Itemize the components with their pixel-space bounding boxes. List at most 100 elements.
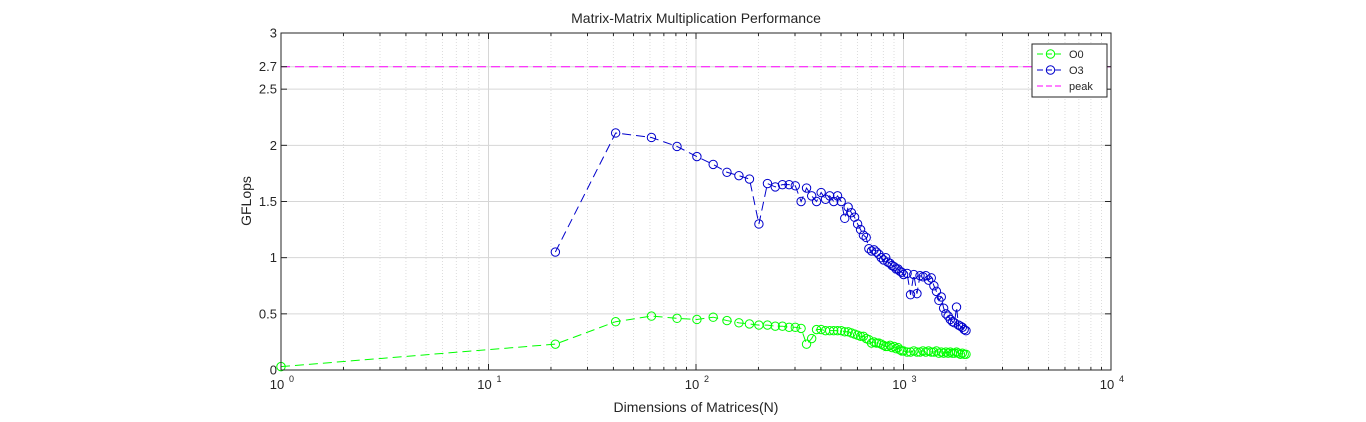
y-tick-label: 0.5 xyxy=(259,306,277,321)
data-point-o3 xyxy=(806,191,817,201)
data-point-o3 xyxy=(934,295,944,306)
data-point-o3 xyxy=(855,224,866,235)
data-point-o3 xyxy=(796,196,806,207)
data-point-o3 xyxy=(744,174,755,184)
data-point-o0 xyxy=(926,347,936,357)
data-point-o0 xyxy=(744,319,755,329)
x-tick-label: 10 xyxy=(685,377,699,392)
data-point-o3 xyxy=(708,159,718,170)
data-point-o0 xyxy=(770,321,780,331)
data-point-o3 xyxy=(909,269,919,280)
data-point-o0 xyxy=(796,323,806,334)
data-point-o0 xyxy=(934,348,944,358)
data-point-o0 xyxy=(708,312,718,322)
x-axis-title: Dimensions of Matrices(N) xyxy=(614,399,779,415)
data-point-o0 xyxy=(864,334,874,345)
legend-label-o0: O0 xyxy=(1069,49,1084,61)
data-point-o0 xyxy=(936,347,946,357)
data-point-o0 xyxy=(895,345,905,355)
y-axis-title: GFLops xyxy=(238,176,254,226)
data-point-o3 xyxy=(902,268,912,279)
legend-label-o3: O3 xyxy=(1069,65,1084,77)
x-tick-labels: 10 0 10 1 10 2 10 3 10 4 xyxy=(270,374,1124,392)
x-tick-label-exponent: 1 xyxy=(497,374,502,384)
data-point-o3 xyxy=(951,302,962,312)
data-point-o3 xyxy=(762,178,773,189)
data-point-o3 xyxy=(852,219,863,229)
data-point-o0 xyxy=(784,322,794,333)
data-point-o3 xyxy=(692,151,702,162)
data-point-o0 xyxy=(902,347,912,357)
data-point-o0 xyxy=(955,349,966,359)
y-tick-label: 2.5 xyxy=(259,82,277,97)
series-layer xyxy=(276,66,1111,372)
data-point-o0 xyxy=(692,314,702,325)
data-point-o0 xyxy=(550,339,561,349)
legend-label-peak: peak xyxy=(1069,81,1093,93)
x-tick-label-exponent: 2 xyxy=(704,374,709,384)
legend-box xyxy=(1031,43,1108,98)
data-point-o0 xyxy=(790,322,801,333)
data-point-o3 xyxy=(959,324,969,335)
data-point-o0 xyxy=(855,331,866,341)
data-point-o0 xyxy=(825,325,835,336)
data-point-o3 xyxy=(961,325,971,336)
data-point-o3 xyxy=(777,179,788,190)
x-tick-label-exponent: 4 xyxy=(1119,374,1124,384)
data-point-o0 xyxy=(840,327,850,337)
data-point-o0 xyxy=(953,348,964,358)
data-point-o3 xyxy=(770,182,780,192)
x-tick-label: 10 xyxy=(1100,377,1114,392)
data-point-o0 xyxy=(957,348,968,358)
data-point-o3 xyxy=(784,179,794,190)
data-point-o3 xyxy=(876,252,886,263)
data-point-o0 xyxy=(931,346,942,356)
data-point-o3 xyxy=(936,292,946,302)
data-point-o3 xyxy=(722,167,732,177)
x-tick-label: 10 xyxy=(270,377,284,392)
legend-entries: O0 O3 peak xyxy=(1037,49,1093,93)
x-tick-label: 10 xyxy=(892,377,906,392)
data-point-o3 xyxy=(861,232,871,243)
x-tick-label-exponent: 0 xyxy=(289,374,294,384)
data-point-o3 xyxy=(550,247,561,257)
data-point-o3 xyxy=(754,219,764,229)
data-point-o3 xyxy=(816,187,826,198)
y-tick-labels: 0 0.5 1 1.5 2 2.5 2.7 3 xyxy=(259,26,277,378)
data-point-o3 xyxy=(811,196,822,207)
series-o3 xyxy=(550,128,971,336)
data-point-o3 xyxy=(858,230,869,240)
series-line-o0 xyxy=(280,315,967,368)
data-point-o3 xyxy=(912,288,922,299)
data-point-o3 xyxy=(672,141,682,152)
data-point-o3 xyxy=(921,270,931,281)
data-point-o3 xyxy=(938,303,949,313)
data-point-o3 xyxy=(610,128,621,138)
data-point-o3 xyxy=(864,243,874,254)
data-point-o0 xyxy=(722,315,732,326)
data-point-o0 xyxy=(871,338,882,348)
data-point-o0 xyxy=(811,324,822,335)
data-point-o3 xyxy=(843,202,853,212)
data-point-o0 xyxy=(646,311,657,321)
x-tick-label: 10 xyxy=(477,377,491,392)
data-point-o3 xyxy=(931,286,942,297)
data-point-o0 xyxy=(734,318,744,328)
series-o0 xyxy=(276,311,971,372)
data-point-o3 xyxy=(929,281,939,291)
data-point-o0 xyxy=(949,348,960,358)
y-tick-label: 1 xyxy=(270,250,277,265)
data-point-o3 xyxy=(790,181,801,191)
data-point-o3 xyxy=(871,247,882,257)
x-tick-label-exponent: 3 xyxy=(912,374,917,384)
data-point-o3 xyxy=(897,267,907,277)
data-point-o0 xyxy=(672,313,682,324)
data-point-o0 xyxy=(610,316,621,327)
data-point-o0 xyxy=(806,333,817,344)
data-point-o3 xyxy=(905,290,916,300)
data-point-o3 xyxy=(923,275,934,285)
data-point-o3 xyxy=(734,170,744,181)
y-tick-label: 0 xyxy=(270,363,277,378)
data-point-o3 xyxy=(840,213,850,224)
